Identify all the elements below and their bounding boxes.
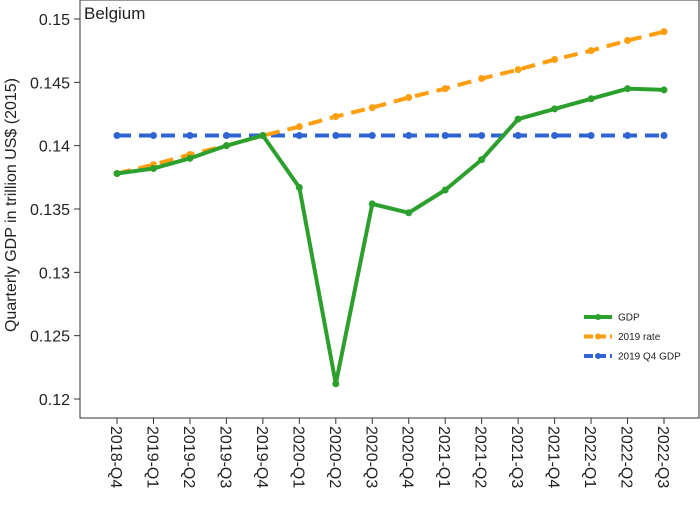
data-point [660, 86, 668, 94]
data-point [478, 75, 486, 83]
data-point [295, 132, 303, 140]
y-tick-label: 0.15 [39, 12, 70, 29]
data-point [514, 132, 522, 140]
x-tick-label: 2021-Q4 [545, 426, 562, 488]
x-axis: 2018-Q4 2019-Q1 2019-Q2 2019-Q3 2019-Q4 2020-… [107, 418, 671, 488]
data-point [587, 132, 595, 140]
data-point [478, 132, 486, 140]
legend-item: 2019 rate [584, 332, 661, 343]
chart-title: Belgium [84, 4, 145, 23]
y-tick-label: 0.125 [30, 329, 70, 346]
data-point [660, 28, 668, 36]
data-point [222, 132, 230, 140]
y-tick-label: 0.145 [30, 75, 70, 92]
data-point [113, 170, 121, 178]
data-point [259, 132, 267, 140]
x-tick-label: 2020-Q3 [362, 426, 379, 488]
legend-marker [595, 333, 601, 340]
x-tick-label: 2021-Q1 [435, 426, 452, 488]
data-point [624, 132, 632, 140]
y-tick-label: 0.14 [39, 139, 70, 156]
y-axis: 0.12 0.125 0.13 0.135 0.14 0.145 0.15 [30, 12, 80, 409]
x-tick-label: 2021-Q3 [508, 426, 525, 488]
data-point [551, 132, 559, 140]
x-tick-label: 2018-Q4 [107, 426, 124, 488]
data-point [587, 95, 595, 103]
x-tick-label: 2022-Q2 [618, 426, 635, 488]
legend-marker [595, 314, 601, 320]
data-point [332, 132, 340, 140]
legend-label: 2019 rate [618, 332, 661, 343]
x-tick-label: 2022-Q3 [654, 426, 671, 488]
x-tick-label: 2020-Q1 [289, 426, 306, 488]
data-point [149, 132, 157, 140]
data-point [295, 183, 303, 191]
series-line [116, 86, 665, 386]
legend-label: 2019 Q4 GDP [618, 352, 681, 363]
data-point [222, 142, 230, 150]
data-point [405, 132, 413, 140]
data-point [332, 380, 340, 388]
legend-label: GDP [618, 313, 640, 324]
data-point [295, 123, 303, 131]
data-point [441, 132, 449, 140]
data-point [149, 164, 157, 172]
data-point [587, 47, 595, 55]
series-gdp [113, 85, 668, 388]
x-tick-label: 2020-Q4 [399, 426, 416, 488]
data-point [551, 56, 559, 64]
y-tick-label: 0.135 [30, 202, 70, 219]
data-point [514, 66, 522, 74]
legend-item: GDP [584, 313, 640, 324]
legend-item: 2019 Q4 GDP [584, 352, 681, 363]
data-point [368, 200, 376, 208]
series-2019-q4-gdp [113, 132, 668, 140]
data-point [624, 85, 632, 93]
data-point [186, 154, 194, 162]
data-point [514, 115, 522, 123]
data-point [186, 132, 194, 140]
data-point [624, 37, 632, 45]
data-point [441, 186, 449, 194]
x-tick-label: 2021-Q2 [472, 426, 489, 488]
data-point [478, 156, 486, 164]
x-tick-label: 2019-Q3 [216, 426, 233, 488]
data-point [332, 113, 340, 121]
data-point [405, 94, 413, 102]
y-tick-label: 0.13 [39, 265, 70, 282]
data-point [368, 132, 376, 140]
legend: GDP 2019 rate 2019 Q4 GDP [584, 313, 681, 363]
legend-marker [595, 353, 601, 359]
data-point [405, 209, 413, 217]
x-tick-label: 2022-Q1 [581, 426, 598, 488]
data-point [368, 104, 376, 112]
data-point [551, 105, 559, 113]
x-tick-label: 2019-Q2 [180, 426, 197, 488]
data-point [660, 132, 668, 140]
y-axis-title: Quarterly GDP in trillion US$ (2015) [3, 78, 20, 332]
data-point [113, 132, 121, 140]
series-layer [113, 28, 668, 388]
data-point [441, 85, 449, 93]
x-tick-label: 2020-Q2 [326, 426, 343, 488]
y-tick-label: 0.12 [39, 392, 70, 409]
x-tick-label: 2019-Q1 [143, 426, 160, 488]
x-tick-label: 2019-Q4 [253, 426, 270, 488]
